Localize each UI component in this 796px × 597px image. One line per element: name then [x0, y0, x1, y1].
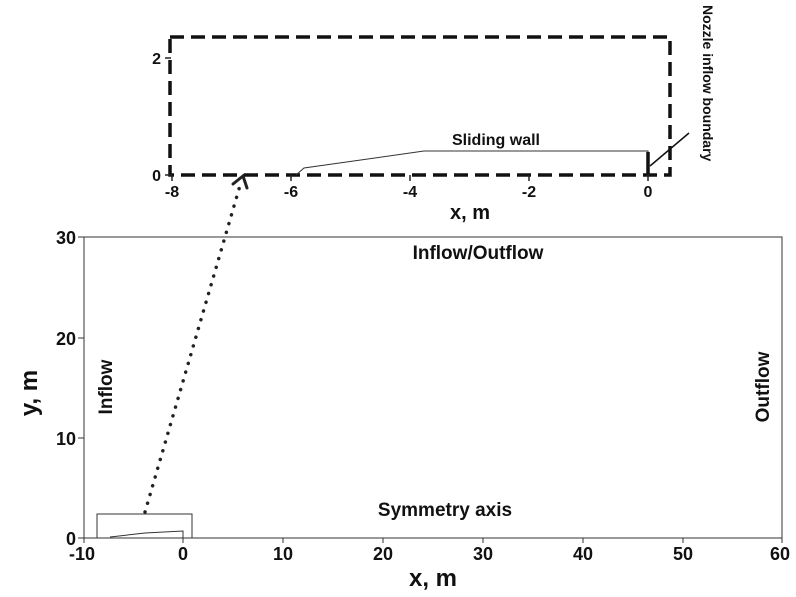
main-plot: -10 0 10 20 30 40 50 60 0 10 20 30 x, m …	[16, 228, 790, 592]
nozzle-inflow-label: Nozzle inflow boundary	[700, 5, 716, 162]
inset-x-ticks: -8 -6 -4 -2 0	[165, 175, 653, 201]
main-y-tick-label: 30	[56, 228, 76, 248]
main-y-tick-label: 10	[56, 429, 76, 449]
inset-x-tick-label: -6	[284, 184, 298, 201]
inset-y-tick-label: 2	[152, 51, 161, 68]
inset-dashed-frame	[168, 35, 672, 177]
main-x-tick-label: 10	[273, 544, 293, 564]
main-x-tick-label: 20	[373, 544, 393, 564]
sliding-wall-line	[295, 150, 649, 176]
main-x-ticks: -10 0 10 20 30 40 50 60	[69, 538, 790, 564]
zoom-connector	[143, 173, 249, 514]
inset-y-ticks: 2 0	[152, 51, 171, 185]
main-x-tick-label: 60	[770, 544, 790, 564]
inset-x-tick-label: -2	[522, 184, 536, 201]
top-boundary-label: Inflow/Outflow	[413, 243, 544, 264]
inset-x-tick-label: -8	[165, 184, 179, 201]
nozzle-inflow-pointer	[649, 132, 690, 167]
inset-x-tick-label: -4	[403, 184, 417, 201]
main-x-tick-label: 50	[673, 544, 693, 564]
inset-x-axis-label: x, m	[450, 202, 490, 224]
main-x-tick-label: 40	[573, 544, 593, 564]
main-plot-frame	[83, 236, 783, 539]
inset-plot: 2 0 -8 -6 -4 -2 0 x, m Sliding wall Nozz…	[152, 5, 716, 224]
nozzle-wall-small	[109, 530, 184, 538]
sliding-wall-label: Sliding wall	[452, 132, 540, 149]
left-boundary-label: Inflow	[96, 359, 117, 414]
main-x-tick-label: -10	[69, 544, 95, 564]
nozzle-region-box	[96, 513, 193, 539]
main-x-axis-label: x, m	[409, 565, 457, 592]
main-x-tick-label: 0	[178, 544, 188, 564]
main-y-tick-label: 0	[66, 529, 76, 549]
bottom-boundary-label: Symmetry axis	[378, 500, 512, 521]
zoom-arrowhead	[231, 173, 249, 190]
inset-x-tick-label: 0	[644, 184, 653, 201]
zoom-dotted-line	[143, 180, 243, 514]
right-boundary-label: Outflow	[753, 351, 774, 422]
main-x-tick-label: 30	[473, 544, 493, 564]
main-y-tick-label: 20	[56, 329, 76, 349]
main-y-ticks: 0 10 20 30	[56, 228, 84, 549]
inset-y-tick-label: 0	[152, 168, 161, 185]
main-y-axis-label: y, m	[16, 370, 43, 416]
